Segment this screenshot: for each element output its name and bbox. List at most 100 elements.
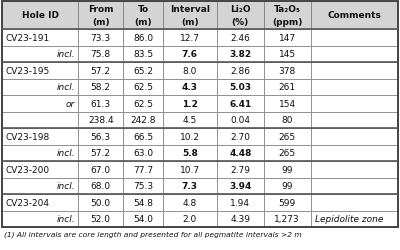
Text: 77.7: 77.7 <box>133 165 153 174</box>
Text: To: To <box>138 5 148 14</box>
Text: 242.8: 242.8 <box>130 116 156 125</box>
Bar <box>163 161 217 178</box>
Bar <box>217 145 264 161</box>
Text: CV23-191: CV23-191 <box>6 34 50 42</box>
Text: 1,273: 1,273 <box>274 214 300 223</box>
Bar <box>163 178 217 194</box>
Bar <box>217 194 264 211</box>
Text: Ta₂O₅: Ta₂O₅ <box>274 5 301 14</box>
Text: 50.0: 50.0 <box>91 198 111 207</box>
Text: 80: 80 <box>282 116 293 125</box>
Bar <box>217 112 264 128</box>
Bar <box>78 178 123 194</box>
Bar <box>163 79 217 96</box>
Text: 145: 145 <box>279 50 296 59</box>
Bar <box>123 30 163 46</box>
Text: (ppm): (ppm) <box>272 18 302 27</box>
Text: 66.5: 66.5 <box>133 132 153 141</box>
Bar <box>78 79 123 96</box>
Bar <box>310 178 398 194</box>
Bar <box>310 30 398 46</box>
Text: 7.3: 7.3 <box>182 182 198 190</box>
Text: 4.5: 4.5 <box>183 116 197 125</box>
Bar <box>310 112 398 128</box>
Text: (%): (%) <box>232 18 249 27</box>
Text: (m): (m) <box>92 18 110 27</box>
Text: 599: 599 <box>278 198 296 207</box>
Text: 3.94: 3.94 <box>229 182 252 190</box>
Text: 86.0: 86.0 <box>133 34 153 42</box>
Bar <box>2 145 78 161</box>
Bar <box>217 178 264 194</box>
Bar <box>123 2 163 30</box>
Bar <box>217 161 264 178</box>
Bar <box>264 30 310 46</box>
Bar <box>78 211 123 227</box>
Bar <box>264 46 310 63</box>
Bar <box>163 2 217 30</box>
Bar <box>2 194 78 211</box>
Text: 54.0: 54.0 <box>133 214 153 223</box>
Text: 67.0: 67.0 <box>91 165 111 174</box>
Bar <box>123 211 163 227</box>
Text: Comments: Comments <box>327 12 381 20</box>
Bar <box>78 46 123 63</box>
Bar <box>163 112 217 128</box>
Text: 4.39: 4.39 <box>230 214 250 223</box>
Bar <box>264 79 310 96</box>
Bar <box>217 128 264 145</box>
Text: 8.0: 8.0 <box>183 66 197 76</box>
Bar <box>123 96 163 112</box>
Bar <box>163 211 217 227</box>
Text: 2.79: 2.79 <box>230 165 250 174</box>
Text: Hole ID: Hole ID <box>22 12 59 20</box>
Bar <box>163 194 217 211</box>
Bar <box>264 178 310 194</box>
Bar <box>123 128 163 145</box>
Text: 265: 265 <box>279 149 296 158</box>
Bar <box>163 30 217 46</box>
Text: 238.4: 238.4 <box>88 116 114 125</box>
Text: 0.04: 0.04 <box>230 116 250 125</box>
Bar <box>264 63 310 79</box>
Bar <box>264 112 310 128</box>
Text: 7.6: 7.6 <box>182 50 198 59</box>
Bar <box>2 63 78 79</box>
Bar <box>123 194 163 211</box>
Bar <box>123 145 163 161</box>
Bar <box>310 194 398 211</box>
Bar <box>217 79 264 96</box>
Text: 58.2: 58.2 <box>91 83 111 92</box>
Text: 4.8: 4.8 <box>183 198 197 207</box>
Bar <box>163 63 217 79</box>
Text: 52.0: 52.0 <box>91 214 111 223</box>
Bar <box>163 46 217 63</box>
Bar <box>217 211 264 227</box>
Bar <box>123 161 163 178</box>
Text: 4.3: 4.3 <box>182 83 198 92</box>
Text: 73.3: 73.3 <box>91 34 111 42</box>
Text: 147: 147 <box>279 34 296 42</box>
Text: 65.2: 65.2 <box>133 66 153 76</box>
Text: Lepidolite zone: Lepidolite zone <box>314 214 383 223</box>
Bar <box>2 46 78 63</box>
Bar <box>310 211 398 227</box>
Bar <box>310 46 398 63</box>
Bar <box>2 128 78 145</box>
Text: 99: 99 <box>282 182 293 190</box>
Text: 62.5: 62.5 <box>133 99 153 108</box>
Text: (1) All intervals are core length and presented for all pegmatite intervals >2 m: (1) All intervals are core length and pr… <box>4 230 302 237</box>
Bar <box>78 161 123 178</box>
Text: incl.: incl. <box>57 214 75 223</box>
Text: 6.41: 6.41 <box>229 99 252 108</box>
Bar <box>78 30 123 46</box>
Bar <box>123 178 163 194</box>
Text: 57.2: 57.2 <box>91 149 111 158</box>
Text: 4.48: 4.48 <box>229 149 252 158</box>
Bar <box>78 128 123 145</box>
Bar <box>310 2 398 30</box>
Bar <box>78 2 123 30</box>
Bar <box>78 194 123 211</box>
Bar <box>2 30 78 46</box>
Text: 75.3: 75.3 <box>133 182 153 190</box>
